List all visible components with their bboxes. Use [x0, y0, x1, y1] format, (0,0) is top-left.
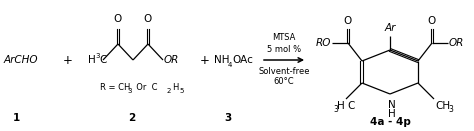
- Text: O: O: [114, 14, 122, 24]
- Text: 3: 3: [333, 105, 338, 114]
- Text: 3: 3: [224, 113, 232, 123]
- Text: 1: 1: [12, 113, 19, 123]
- Text: 3: 3: [95, 53, 100, 59]
- Text: OAc: OAc: [232, 55, 253, 65]
- Text: 60°C: 60°C: [273, 78, 294, 86]
- Text: O: O: [344, 16, 352, 26]
- Text: O: O: [144, 14, 152, 24]
- Text: OR: OR: [164, 55, 179, 65]
- Text: H: H: [388, 109, 396, 119]
- Text: RO: RO: [316, 38, 331, 48]
- Text: 5: 5: [179, 88, 183, 94]
- Text: C: C: [347, 101, 355, 111]
- Text: N: N: [388, 100, 396, 110]
- Text: CH: CH: [435, 101, 450, 111]
- Text: O: O: [428, 16, 436, 26]
- Text: +: +: [63, 53, 73, 67]
- Text: Ar: Ar: [384, 23, 396, 33]
- Text: OR: OR: [449, 38, 465, 48]
- Text: 3: 3: [448, 105, 453, 114]
- Text: MTSA: MTSA: [272, 34, 296, 42]
- Text: Or  C: Or C: [131, 83, 157, 92]
- Text: R = CH: R = CH: [100, 83, 130, 92]
- Text: 2: 2: [167, 88, 172, 94]
- Text: 4: 4: [228, 62, 232, 68]
- Text: H: H: [337, 101, 345, 111]
- Text: NH: NH: [214, 55, 229, 65]
- Text: +: +: [200, 53, 210, 67]
- Text: ArCHO: ArCHO: [4, 55, 38, 65]
- Text: 4a - 4p: 4a - 4p: [370, 117, 410, 127]
- Text: 3: 3: [127, 88, 131, 94]
- Text: H: H: [172, 83, 178, 92]
- Text: H: H: [88, 55, 96, 65]
- Text: 5 mol %: 5 mol %: [267, 45, 301, 54]
- Text: C: C: [99, 55, 106, 65]
- Text: 2: 2: [128, 113, 136, 123]
- Text: Solvent-free: Solvent-free: [258, 67, 310, 77]
